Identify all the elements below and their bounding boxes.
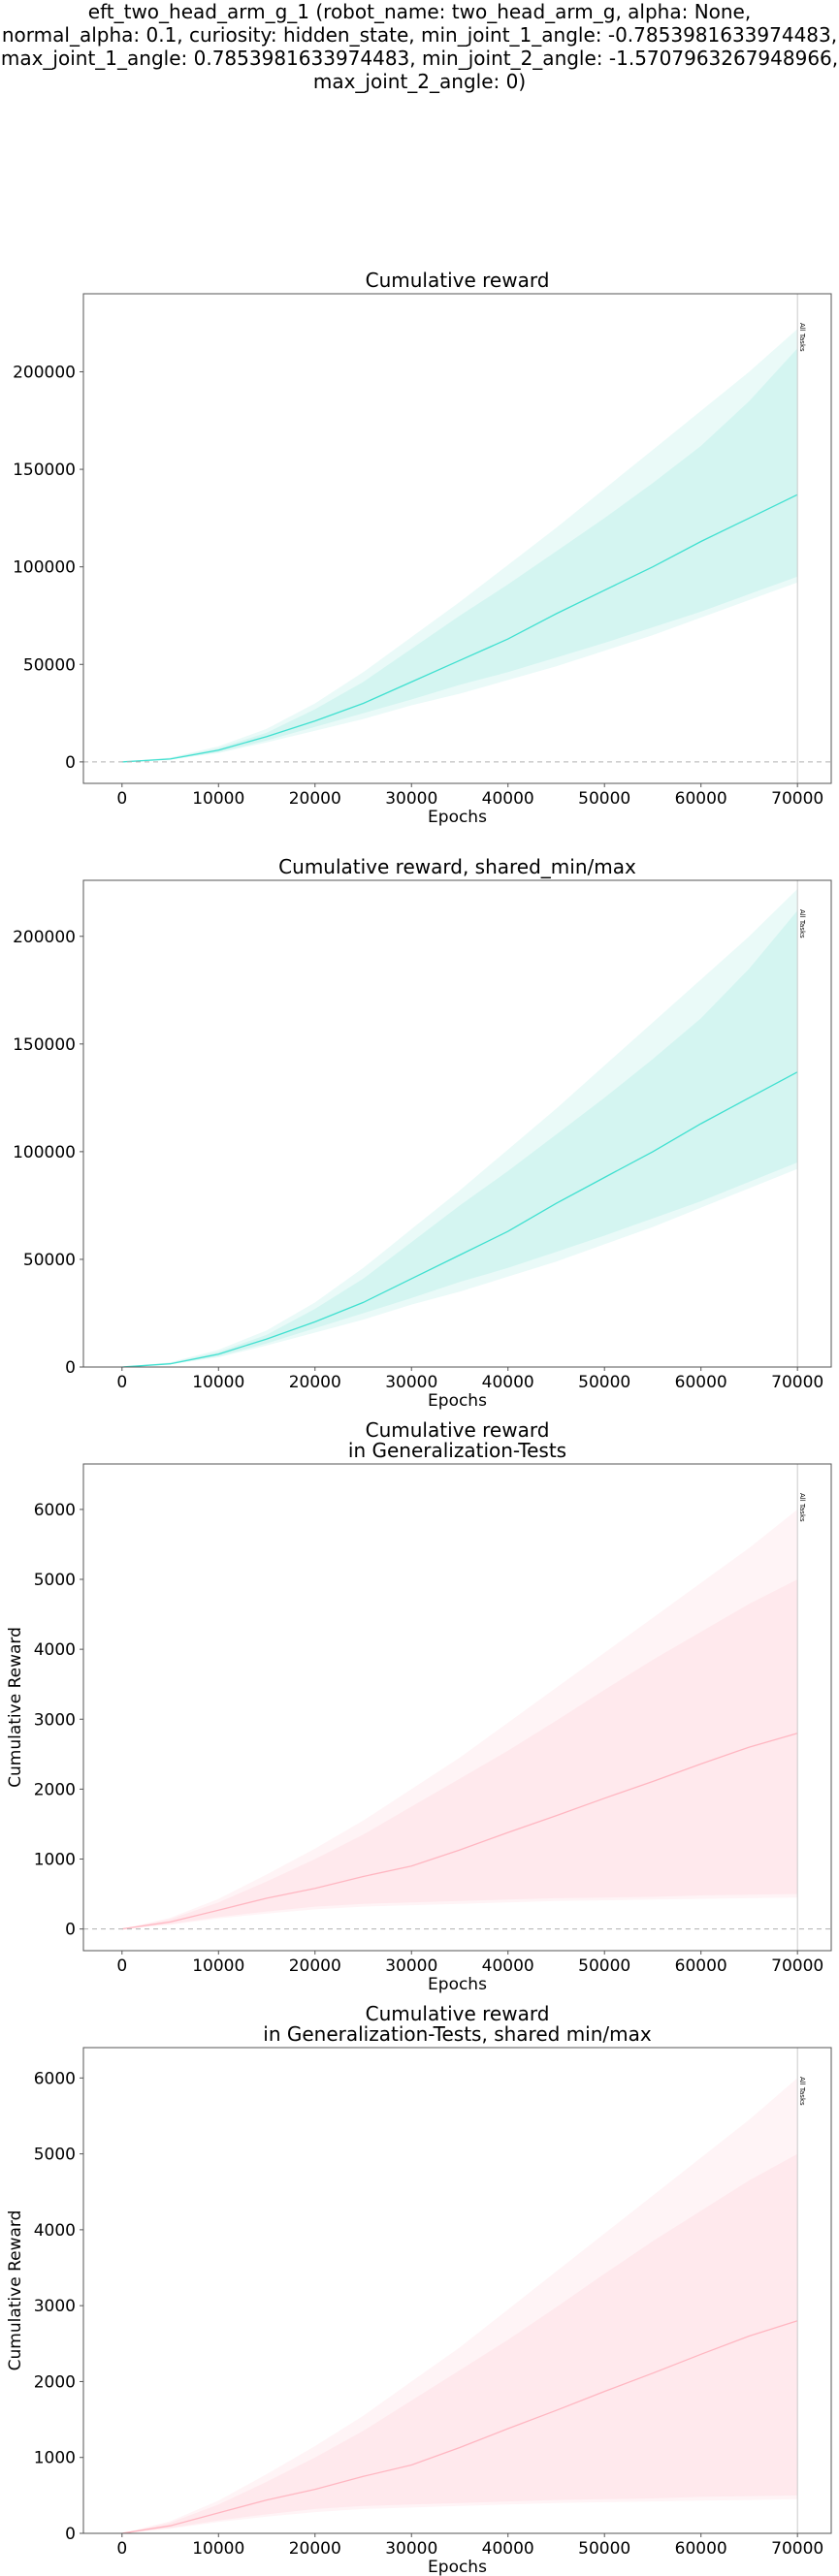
plot-frame [82, 2047, 832, 2534]
y-tick-label: 100000 [13, 1143, 76, 1162]
x-tick-label: 10000 [192, 789, 244, 809]
x-tick-label: 40000 [482, 789, 534, 809]
figure-title: eft_two_head_arm_g_1 (robot_name: two_he… [0, 0, 839, 93]
y-tick-label: 3000 [34, 1710, 76, 1730]
y-tick-label: 150000 [13, 1035, 76, 1055]
x-tick-label: 60000 [675, 2539, 727, 2559]
y-tick-label: 6000 [34, 1501, 76, 1520]
y-tick-label: 1000 [34, 2449, 76, 2468]
x-tick-label: 30000 [385, 1956, 437, 1976]
x-tick-label: 30000 [385, 2539, 437, 2559]
y-tick-label: 2000 [34, 2372, 76, 2392]
y-tick-label: 50000 [23, 1251, 76, 1270]
y-tick-label: 0 [65, 753, 76, 773]
x-tick-label: 0 [116, 1373, 127, 1392]
y-tick-label: 0 [65, 1921, 76, 1940]
y-tick-label: 4000 [34, 1640, 76, 1660]
x-tick-label: 10000 [192, 2539, 244, 2559]
y-tick-label: 0 [65, 1358, 76, 1378]
task-boundary-label: All Tasks [798, 2077, 806, 2106]
x-tick-label: 10000 [192, 1373, 244, 1392]
task-boundary-label: All Tasks [798, 909, 806, 938]
y-tick-label: 200000 [13, 363, 76, 382]
x-tick-label: 50000 [578, 1956, 630, 1976]
percentile-band [121, 910, 798, 1367]
x-tick-label: 0 [116, 789, 127, 809]
chart-title: in Generalization-Tests, shared min/max [263, 2022, 652, 2046]
y-axis-label: Cumulative Reward [6, 1627, 25, 1788]
y-tick-label: 100000 [13, 558, 76, 578]
chart-title: Cumulative reward [366, 2002, 550, 2025]
y-tick-label: 2000 [34, 1780, 76, 1799]
x-tick-label: 0 [116, 2539, 127, 2559]
chart-title: Cumulative reward [366, 1418, 550, 1442]
task-boundary-label: All Tasks [798, 1493, 806, 1522]
y-tick-label: 5000 [34, 1571, 76, 1590]
figure-title-line: max_joint_2_angle: 0) [312, 70, 527, 93]
y-tick-label: 5000 [34, 2146, 76, 2165]
plot-frame [82, 1463, 832, 1952]
x-tick-label: 0 [116, 1956, 127, 1976]
x-tick-label: 10000 [192, 1956, 244, 1976]
percentile-band [121, 1579, 798, 1929]
figure-title-line: eft_two_head_arm_g_1 (robot_name: two_he… [87, 0, 752, 23]
x-axis-label: Epochs [428, 1975, 487, 1994]
percentile-band [121, 2153, 798, 2533]
mean-line [121, 1733, 798, 1930]
y-tick-label: 6000 [34, 2069, 76, 2088]
y-tick-label: 4000 [34, 2221, 76, 2241]
y-axis-label: Cumulative Reward [6, 2210, 25, 2371]
x-tick-label: 60000 [675, 1373, 727, 1392]
chart-2: Cumulative reward, shared_min/max All Tas… [0, 855, 832, 1411]
x-tick-label: 60000 [675, 1956, 727, 1976]
figure-title-line: max_joint_1_angle: 0.7853981633974483, m… [0, 47, 839, 70]
chart-title: Cumulative reward, shared_min/max [278, 855, 636, 878]
y-tick-label: 0 [65, 2525, 76, 2544]
x-tick-label: 50000 [578, 789, 630, 809]
x-tick-label: 20000 [289, 2539, 341, 2559]
x-tick-label: 70000 [771, 1373, 823, 1392]
y-tick-label: 200000 [13, 928, 76, 947]
y-axis-label: Cumulative Reward [0, 1043, 4, 1204]
x-tick-label: 50000 [578, 2539, 630, 2559]
mean-line [121, 1071, 798, 1368]
y-tick-label: 3000 [34, 2297, 76, 2316]
x-tick-label: 40000 [482, 2539, 534, 2559]
x-axis-label: Epochs [428, 1391, 487, 1411]
x-axis-label: Epochs [428, 2558, 487, 2576]
x-tick-label: 70000 [771, 2539, 823, 2559]
x-tick-label: 60000 [675, 789, 727, 809]
x-tick-label: 70000 [771, 789, 823, 809]
y-tick-label: 50000 [23, 655, 76, 675]
chart-1: Cumulative reward All Tasks 0 10000 20000 300… [0, 269, 832, 827]
task-boundary-label: All Tasks [798, 323, 806, 352]
x-axis-label: Epochs [428, 808, 487, 827]
x-tick-label: 50000 [578, 1373, 630, 1392]
mean-line [121, 2320, 798, 2534]
x-tick-label: 40000 [482, 1373, 534, 1392]
figure-title-line: normal_alpha: 0.1, curiosity: hidden_sta… [1, 23, 838, 47]
x-tick-label: 30000 [385, 789, 437, 809]
plot-frame [82, 879, 832, 1368]
x-tick-label: 20000 [289, 789, 341, 809]
y-tick-label: 150000 [13, 461, 76, 480]
chart-title: Cumulative reward [366, 269, 550, 292]
x-tick-label: 20000 [289, 1956, 341, 1976]
y-tick-label: 1000 [34, 1851, 76, 1870]
percentile-band [121, 348, 798, 762]
x-tick-label: 20000 [289, 1373, 341, 1392]
x-tick-label: 30000 [385, 1373, 437, 1392]
chart-title: in Generalization-Tests [348, 1439, 566, 1462]
x-tick-label: 40000 [482, 1956, 534, 1976]
mean-line [121, 493, 798, 763]
plot-frame [82, 293, 832, 784]
x-tick-label: 70000 [771, 1956, 823, 1976]
y-axis-label: Cumulative Reward [0, 459, 4, 620]
